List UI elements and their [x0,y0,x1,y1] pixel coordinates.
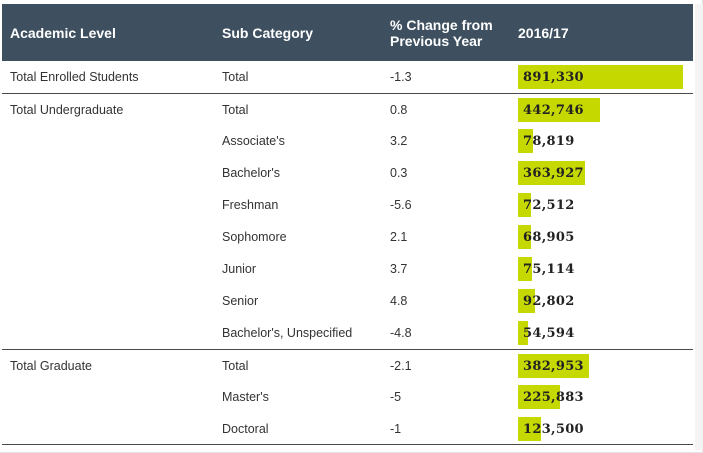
column-header-year[interactable]: 2016/17 [518,24,569,41]
academic-level-cell: Total Enrolled Students [10,70,139,84]
sub-category-cell: Senior [222,294,259,308]
percent-change-cell: -5 [390,390,402,404]
academic-level-cell: Total Undergraduate [10,103,124,117]
sub-category-cell: Freshman [222,198,279,212]
vertical-scrollbar[interactable] [695,4,703,450]
enrollment-value-cell: 891,330 [518,61,688,93]
table-row[interactable]: Sophomore 2.1 68,905 [2,221,693,253]
table-row[interactable]: Total Graduate Total -2.1 382,953 [2,349,693,381]
enrollment-value-cell: 72,512 [518,189,688,221]
enrollment-value-cell: 123,500 [518,413,688,445]
percent-change-cell: 4.8 [390,294,408,308]
enrollment-value: 363,927 [523,165,584,181]
enrollment-bar [518,98,600,122]
table-row[interactable]: Junior 3.7 75,114 [2,253,693,285]
percent-change-cell: 2.1 [390,230,408,244]
column-header-percent-change-line1: % Change from [390,16,493,33]
percent-change-cell: 0.3 [390,166,408,180]
enrollment-value: 891,330 [523,69,584,85]
enrollment-value: 382,953 [523,358,584,374]
column-header-academic-level[interactable]: Academic Level [10,24,116,41]
enrollment-value-cell: 92,802 [518,285,688,317]
enrollment-value: 72,512 [523,197,575,213]
enrollment-bar [518,161,585,185]
enrollment-value-cell: 68,905 [518,221,688,253]
table-row[interactable]: Doctoral -1 123,500 [2,413,693,445]
enrollment-bar [518,321,528,345]
enrollment-value-cell: 225,883 [518,381,688,413]
enrollment-bar [518,257,532,281]
sub-category-cell: Total [222,359,249,373]
sub-category-cell: Doctoral [222,422,269,436]
sub-category-cell: Bachelor's [222,166,280,180]
table-row[interactable]: Total Enrolled Students Total -1.3 891,330 [2,61,693,93]
sub-category-cell: Master's [222,390,269,404]
table-row[interactable]: Associate's 3.2 78,819 [2,125,693,157]
enrollment-bar [518,193,531,217]
enrollment-bar [518,417,541,441]
percent-change-cell: 3.2 [390,134,408,148]
table-row[interactable]: Master's -5 225,883 [2,381,693,413]
enrollment-value-cell: 363,927 [518,157,688,189]
enrollment-value-cell: 442,746 [518,94,688,126]
enrollment-bar [518,129,533,153]
percent-change-cell: -1.3 [390,70,412,84]
enrollment-bar [518,385,560,409]
enrollment-bar [518,225,531,249]
percent-change-cell: -2.1 [390,359,412,373]
enrollment-value-cell: 382,953 [518,350,688,382]
enrollment-value-cell: 78,819 [518,125,688,157]
table-row[interactable]: Freshman -5.6 72,512 [2,189,693,221]
percent-change-cell: -1 [390,422,402,436]
enrollment-value: 225,883 [523,389,584,405]
enrollment-value: 75,114 [523,261,575,277]
enrollment-value: 92,802 [523,293,575,309]
sub-category-cell: Associate's [222,134,285,148]
sub-category-cell: Sophomore [222,230,287,244]
enrollment-bar [518,289,535,313]
enrollment-value-cell: 54,594 [518,317,688,349]
percent-change-cell: -5.6 [390,198,412,212]
enrollment-value: 68,905 [523,229,575,245]
column-header-percent-change[interactable]: % Change from Previous Year [390,4,510,61]
sub-category-cell: Total [222,103,249,117]
table-row[interactable]: Total Undergraduate Total 0.8 442,746 [2,93,693,125]
sub-category-cell: Bachelor's, Unspecified [222,326,353,340]
enrollment-value: 78,819 [523,133,575,149]
enrollment-value: 442,746 [523,102,584,118]
enrollment-bar [518,65,683,89]
enrollment-value: 54,594 [523,325,575,341]
column-header-percent-change-line2: Previous Year [390,32,483,49]
enrollment-value-cell: 75,114 [518,253,688,285]
sub-category-cell: Total [222,70,249,84]
enrollment-value: 123,500 [523,421,584,437]
sub-category-cell: Junior [222,262,257,276]
table-row[interactable]: Bachelor's 0.3 363,927 [2,157,693,189]
table-header: Academic Level Sub Category % Change fro… [2,4,693,61]
table-row[interactable]: Senior 4.8 92,802 [2,285,693,317]
enrollment-bar [518,354,589,378]
column-header-sub-category[interactable]: Sub Category [222,24,314,41]
percent-change-cell: 3.7 [390,262,408,276]
percent-change-cell: -4.8 [390,326,412,340]
percent-change-cell: 0.8 [390,103,408,117]
table-row[interactable]: Bachelor's, Unspecified -4.8 54,594 [2,317,693,349]
academic-level-cell: Total Graduate [10,359,92,373]
